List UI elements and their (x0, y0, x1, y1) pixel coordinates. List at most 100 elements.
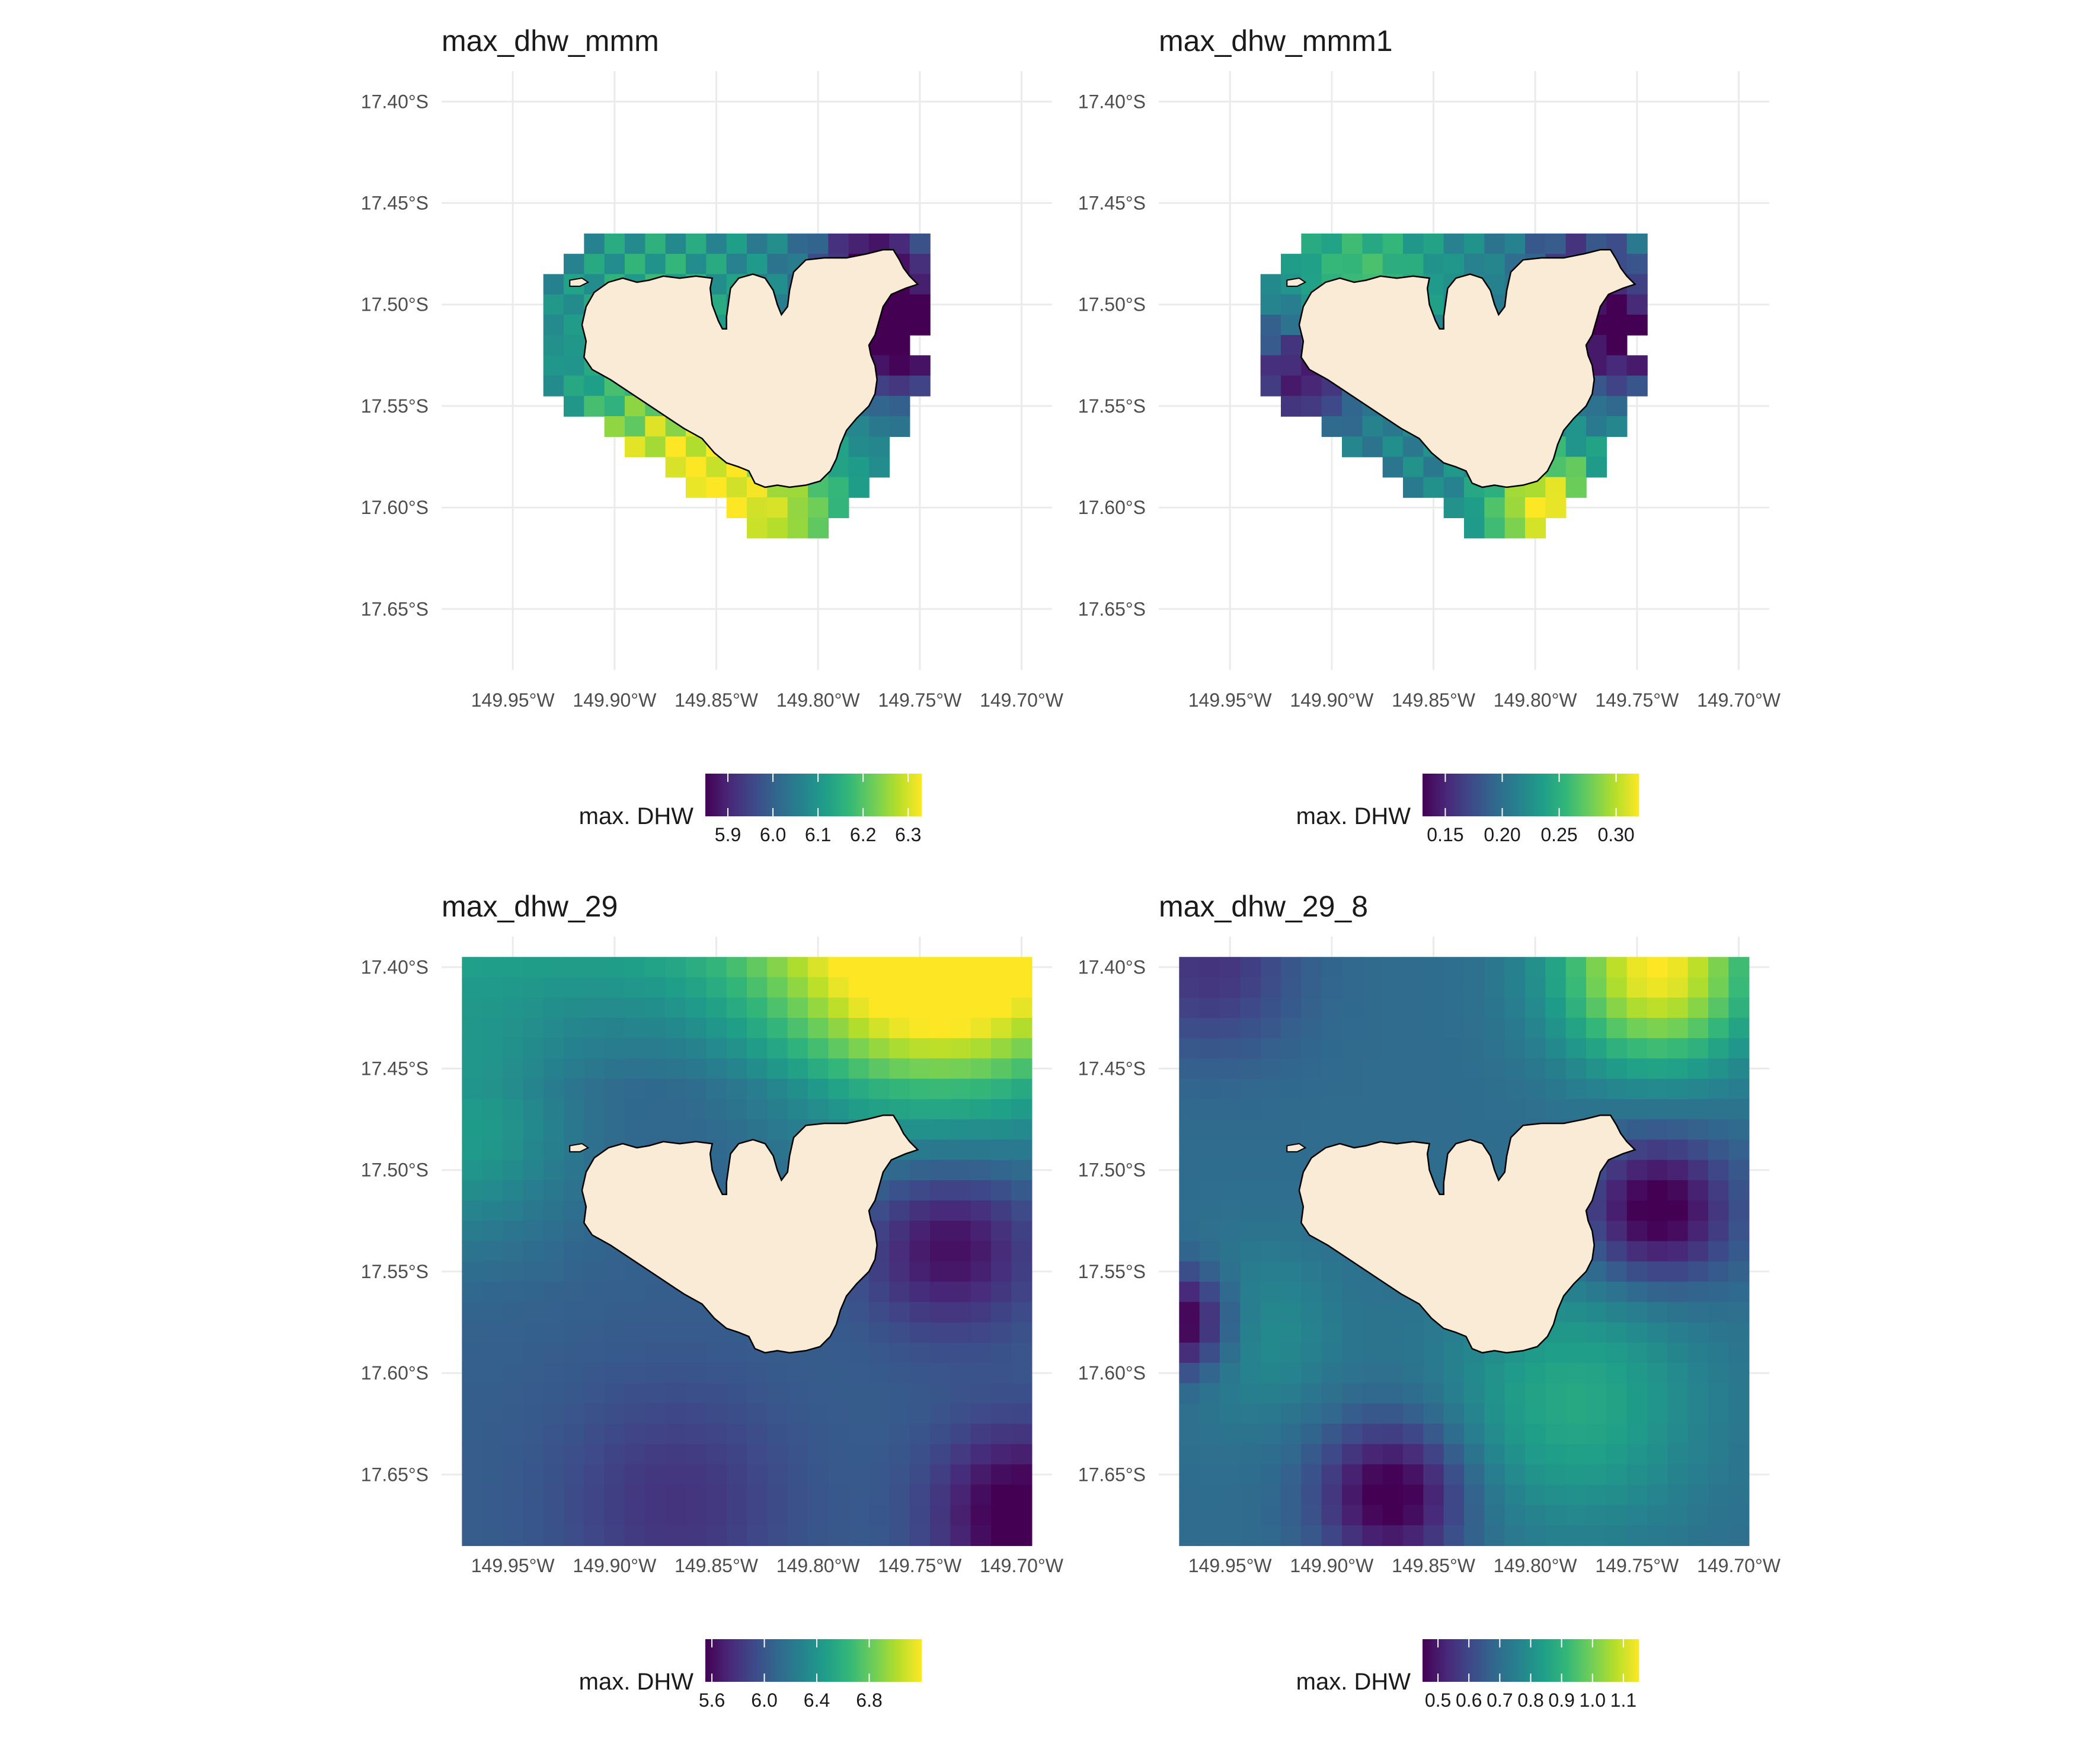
raster-cell (1382, 1484, 1404, 1506)
raster-cell (1240, 1078, 1261, 1100)
raster-cell (1199, 1160, 1220, 1181)
raster-cell (1464, 1403, 1485, 1425)
raster-cell (543, 1017, 564, 1039)
raster-cell (543, 1098, 564, 1120)
raster-cell (1443, 1383, 1465, 1404)
raster-cell (726, 1017, 747, 1039)
raster-cell (1606, 1505, 1628, 1526)
raster-cell (1708, 1525, 1730, 1546)
x-tick-label: 149.80°W (776, 1555, 861, 1576)
raster-cell (706, 1403, 727, 1425)
raster-cell (767, 1098, 788, 1120)
raster-cell (543, 335, 564, 356)
raster-cell (1626, 1221, 1648, 1242)
raster-cell (1728, 1484, 1750, 1506)
raster-cell (604, 1098, 625, 1120)
raster-cell (686, 1525, 707, 1546)
raster-cell (645, 1464, 666, 1486)
raster-cell (869, 1464, 890, 1486)
raster-cell (1708, 1017, 1730, 1039)
raster-cell (767, 1058, 788, 1080)
raster-cell (1301, 1464, 1322, 1486)
raster-cell (848, 957, 870, 978)
raster-cell (1565, 1017, 1587, 1039)
raster-cell (889, 1282, 910, 1303)
raster-cell (503, 1282, 524, 1303)
raster-cell (808, 1098, 829, 1120)
colorbar-tick-label: 0.7 (1487, 1690, 1513, 1711)
raster-cell (1667, 1383, 1689, 1404)
raster-cell (706, 1017, 727, 1039)
raster-cell (747, 1017, 768, 1039)
raster-cell (604, 1362, 625, 1384)
raster-cell (706, 1505, 727, 1526)
raster-cell (1728, 1322, 1750, 1343)
raster-cell (543, 1200, 564, 1222)
y-tick-label: 17.40°S (1078, 956, 1146, 978)
raster-cell (950, 1302, 971, 1323)
raster-cell (1011, 1403, 1033, 1425)
raster-cell (625, 1038, 646, 1059)
raster-cell (1281, 1484, 1302, 1506)
raster-cell (604, 1423, 625, 1445)
raster-cell (665, 1505, 686, 1526)
raster-cell (1647, 1362, 1669, 1384)
raster-cell (1667, 1221, 1689, 1242)
raster-cell (482, 1383, 503, 1404)
raster-cell (1342, 1464, 1363, 1486)
raster-cell (1728, 957, 1750, 978)
raster-cell (828, 1342, 849, 1363)
raster-cell (1687, 1221, 1709, 1242)
raster-cell (584, 1058, 605, 1080)
raster-cell (1240, 1444, 1261, 1465)
raster-cell (1728, 1423, 1750, 1445)
raster-cell (604, 416, 625, 438)
raster-cell (848, 1505, 870, 1526)
raster-cell (1708, 1464, 1730, 1486)
raster-cell (787, 233, 808, 254)
raster-cell (1423, 1342, 1444, 1363)
raster-cell (787, 997, 808, 1018)
raster-cell (604, 1261, 625, 1282)
raster-cell (970, 1261, 992, 1282)
raster-cell (604, 1282, 625, 1303)
raster-cell (604, 233, 625, 254)
raster-cell (970, 1444, 992, 1465)
raster-cell (726, 1423, 747, 1445)
raster-cell (1362, 1282, 1383, 1303)
raster-cell (1281, 1282, 1302, 1303)
raster-cell (909, 1038, 931, 1059)
raster-cell (1199, 1139, 1220, 1161)
raster-cell (1011, 1322, 1033, 1343)
raster-cell (869, 997, 890, 1018)
raster-cell (1011, 977, 1033, 998)
raster-cell (889, 1484, 910, 1506)
raster-cell (726, 1038, 747, 1059)
x-tick-label: 149.95°W (471, 689, 555, 711)
raster-cell (930, 1078, 951, 1100)
raster-cell (1382, 456, 1404, 478)
raster-cell (1586, 1505, 1607, 1526)
raster-cell (625, 957, 646, 978)
raster-cell (1281, 1505, 1302, 1526)
raster-cell (747, 997, 768, 1018)
raster-cell (1525, 977, 1546, 998)
raster-cell (726, 1403, 747, 1425)
raster-cell (828, 1078, 849, 1100)
raster-cell (665, 254, 686, 275)
raster-cell (543, 314, 564, 336)
raster-cell (1011, 1282, 1033, 1303)
raster-cell (1011, 1098, 1033, 1120)
raster-cell (970, 1403, 992, 1425)
raster-cell (1301, 1098, 1322, 1120)
raster-cell (767, 518, 788, 539)
raster-cell (1220, 1423, 1241, 1445)
raster-cell (1011, 1139, 1033, 1161)
raster-cell (503, 997, 524, 1018)
raster-cell (889, 1403, 910, 1425)
y-tick-label: 17.50°S (1078, 294, 1146, 315)
raster-cell (564, 1241, 585, 1262)
raster-cell (1565, 977, 1587, 998)
raster-cell (543, 1139, 564, 1161)
raster-cell (523, 1423, 544, 1445)
